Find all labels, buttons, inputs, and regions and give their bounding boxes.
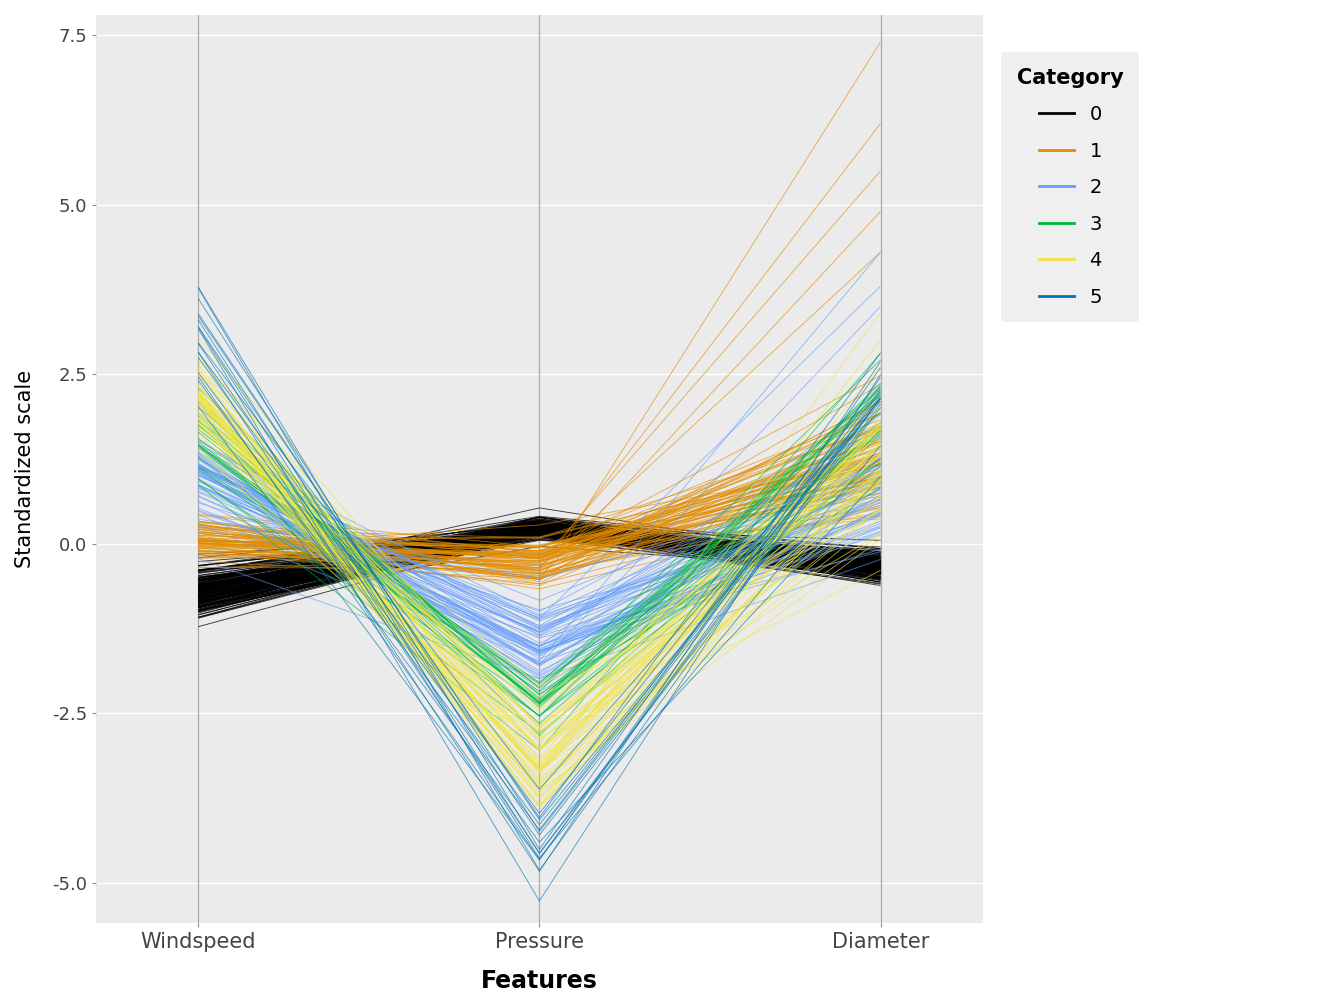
- Y-axis label: Standardized scale: Standardized scale: [15, 370, 35, 569]
- X-axis label: Features: Features: [481, 969, 598, 993]
- Legend: 0, 1, 2, 3, 4, 5: 0, 1, 2, 3, 4, 5: [1001, 52, 1140, 323]
